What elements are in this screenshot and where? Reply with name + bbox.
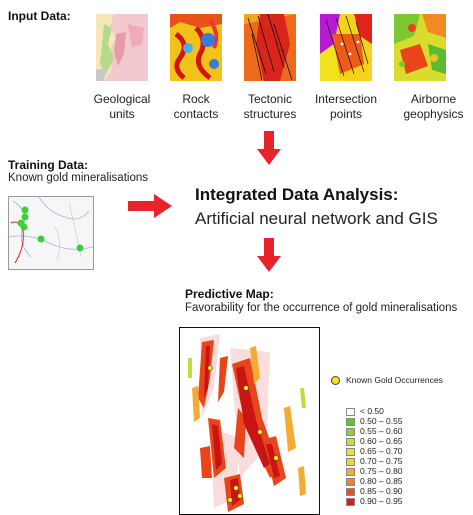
legend-class-label: 0.75 – 0.80 bbox=[360, 466, 403, 476]
legend-swatch bbox=[346, 467, 355, 476]
legend-class-row: 0.90 – 0.95 bbox=[346, 496, 403, 506]
predictive-map-subtitle: Favorability for the occurrence of gold … bbox=[185, 302, 458, 314]
legend-class-row: < 0.50 bbox=[346, 406, 384, 416]
input-label-rock-contacts: Rock contacts bbox=[173, 92, 219, 121]
training-data-map bbox=[8, 196, 94, 270]
legend-class-label: 0.70 – 0.75 bbox=[360, 456, 403, 466]
input-label-geological-units: Geological units bbox=[93, 92, 151, 121]
legend-class-label: 0.55 – 0.60 bbox=[360, 426, 403, 436]
legend-class-label: 0.80 – 0.85 bbox=[360, 476, 403, 486]
input-label-tectonic-structures: Tectonic structures bbox=[243, 92, 297, 121]
training-data-heading: Training Data: bbox=[8, 158, 89, 172]
legend-occurrence-label: Known Gold Occurrences bbox=[346, 375, 443, 385]
legend-class-label: 0.50 – 0.55 bbox=[360, 416, 403, 426]
rock-contacts-thumbnail bbox=[170, 14, 222, 81]
input-data-heading: Input Data: bbox=[8, 9, 71, 23]
legend-class-row: 0.60 – 0.65 bbox=[346, 436, 403, 446]
analysis-subtitle: Artificial neural network and GIS bbox=[195, 209, 438, 228]
predictive-map-heading: Predictive Map: bbox=[185, 287, 274, 301]
arrow-down-icon bbox=[257, 131, 281, 165]
legend-swatch bbox=[346, 457, 355, 466]
legend-class-label: 0.85 – 0.90 bbox=[360, 486, 403, 496]
legend-class-label: 0.65 – 0.70 bbox=[360, 446, 403, 456]
legend-swatch bbox=[346, 427, 355, 436]
input-label-airborne-geophysics: Airborne geophysics bbox=[403, 92, 464, 121]
legend-swatch bbox=[346, 417, 355, 426]
predictive-map bbox=[179, 327, 320, 515]
legend-class-row: 0.50 – 0.55 bbox=[346, 416, 403, 426]
legend-class-label: 0.60 – 0.65 bbox=[360, 436, 403, 446]
legend-swatch bbox=[346, 447, 355, 456]
legend-class-label: 0.90 – 0.95 bbox=[360, 496, 403, 506]
legend-class-row: 0.75 – 0.80 bbox=[346, 466, 403, 476]
intersection-points-thumbnail bbox=[320, 14, 372, 81]
legend-class-row: 0.80 – 0.85 bbox=[346, 476, 403, 486]
legend-class-row: 0.55 – 0.60 bbox=[346, 426, 403, 436]
legend-class-row: 0.85 – 0.90 bbox=[346, 486, 403, 496]
geological-units-thumbnail bbox=[96, 14, 148, 81]
legend-class-label: < 0.50 bbox=[360, 406, 384, 416]
airborne-geophysics-thumbnail bbox=[394, 14, 446, 81]
analysis-heading: Integrated Data Analysis: bbox=[195, 185, 399, 204]
legend-swatch bbox=[346, 487, 355, 496]
training-data-subtitle: Known gold mineralisations bbox=[8, 172, 148, 184]
input-label-intersection-points: Intersection points bbox=[314, 92, 378, 121]
legend-swatch bbox=[346, 477, 355, 486]
legend-class-row: 0.70 – 0.75 bbox=[346, 456, 403, 466]
tectonic-structures-thumbnail bbox=[244, 14, 296, 81]
legend-occurrence: Known Gold Occurrences bbox=[331, 375, 443, 386]
legend-swatch bbox=[346, 497, 355, 506]
legend-class-row: 0.65 – 0.70 bbox=[346, 446, 403, 456]
arrow-right-icon bbox=[128, 194, 172, 218]
legend-swatch bbox=[346, 407, 355, 416]
arrow-down-icon bbox=[257, 238, 281, 272]
legend-swatch bbox=[346, 437, 355, 446]
gold-occurrence-icon bbox=[331, 376, 340, 386]
